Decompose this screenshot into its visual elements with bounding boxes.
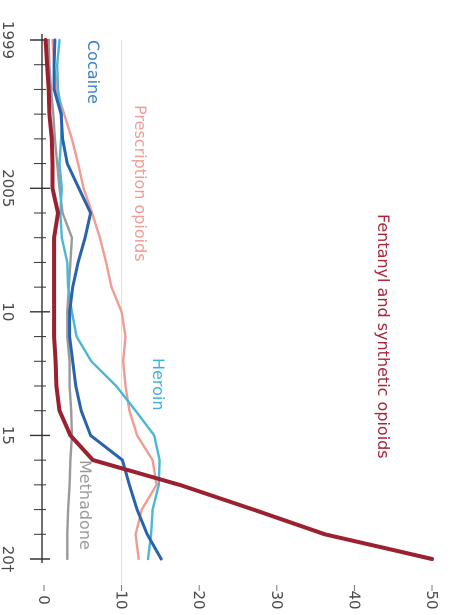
y-tick-label: 40	[345, 590, 363, 609]
axis-layer: 1999 2005 10 15 20† 0 10 20 30 40 50	[0, 21, 441, 610]
series-label-fentanyl: Fentanyl and synthetic opioids	[374, 214, 393, 459]
series-line-cocaine	[52, 38, 163, 561]
y-tick-label: 50	[423, 590, 441, 609]
series-label-methadone: Methadone	[76, 460, 95, 550]
series-label-heroin: Heroin	[149, 358, 168, 410]
x-tick-label: 2005	[0, 169, 17, 207]
y-tick-label: 0	[35, 595, 53, 605]
series-label-cocaine: Cocaine	[84, 40, 103, 104]
y-tick-label: 30	[268, 590, 286, 609]
x-tick-label: 1999	[0, 21, 17, 59]
series-line-prescription-opioids	[51, 38, 158, 561]
x-tick-label: 20†	[0, 546, 17, 573]
series-layer	[43, 38, 434, 561]
y-tick-label: 20	[190, 590, 208, 609]
series-line-fentanyl-and-synthetic-opioids	[43, 38, 434, 561]
series-label-prescription-opioids: Prescription opioids	[131, 105, 150, 262]
series-line-methadone	[47, 38, 74, 561]
x-tick-label: 10	[0, 302, 17, 321]
label-layer: Cocaine Prescription opioids Heroin Meth…	[76, 40, 393, 550]
x-tick-label: 15	[0, 426, 17, 445]
y-tick-label: 10	[113, 590, 131, 609]
